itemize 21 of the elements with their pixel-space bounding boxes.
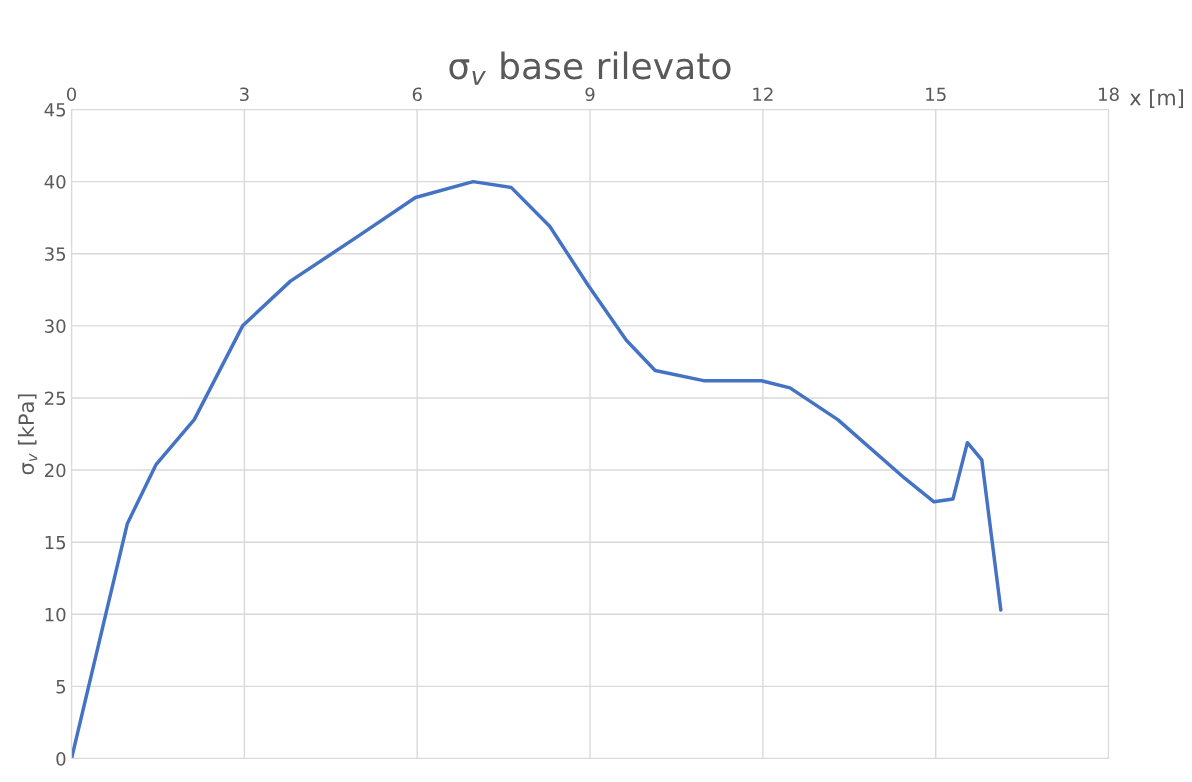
x-tick-label: 12 [753,87,773,101]
x-tick-label: 18 [1099,87,1119,102]
x-tick-label: 3 [239,87,249,102]
chart-title: σ$_{v}$ base rilevato [449,51,731,85]
y-tick-label: 45 [44,103,66,117]
x-tick-label: 6 [412,87,422,102]
x-tick-label: 15 [926,87,946,102]
x-tick-label: 0 [66,87,77,102]
y-tick-label: 0 [56,752,66,766]
x-tick-label: 9 [585,87,595,102]
y-tick-label: 35 [45,247,66,261]
y-tick-label: 20 [45,463,66,478]
y-tick-label: 10 [45,607,66,622]
y-axis-title: σ$_{v}$ [kPa] [17,394,38,475]
y-tick-label: 30 [45,319,66,333]
line-series [71,179,1003,759]
y-tick-label: 40 [44,175,66,189]
y-tick-label: 5 [56,680,66,694]
x-axis-title: x [m] [1129,89,1184,108]
y-tick-label: 25 [45,391,66,406]
y-tick-label: 15 [45,535,66,550]
